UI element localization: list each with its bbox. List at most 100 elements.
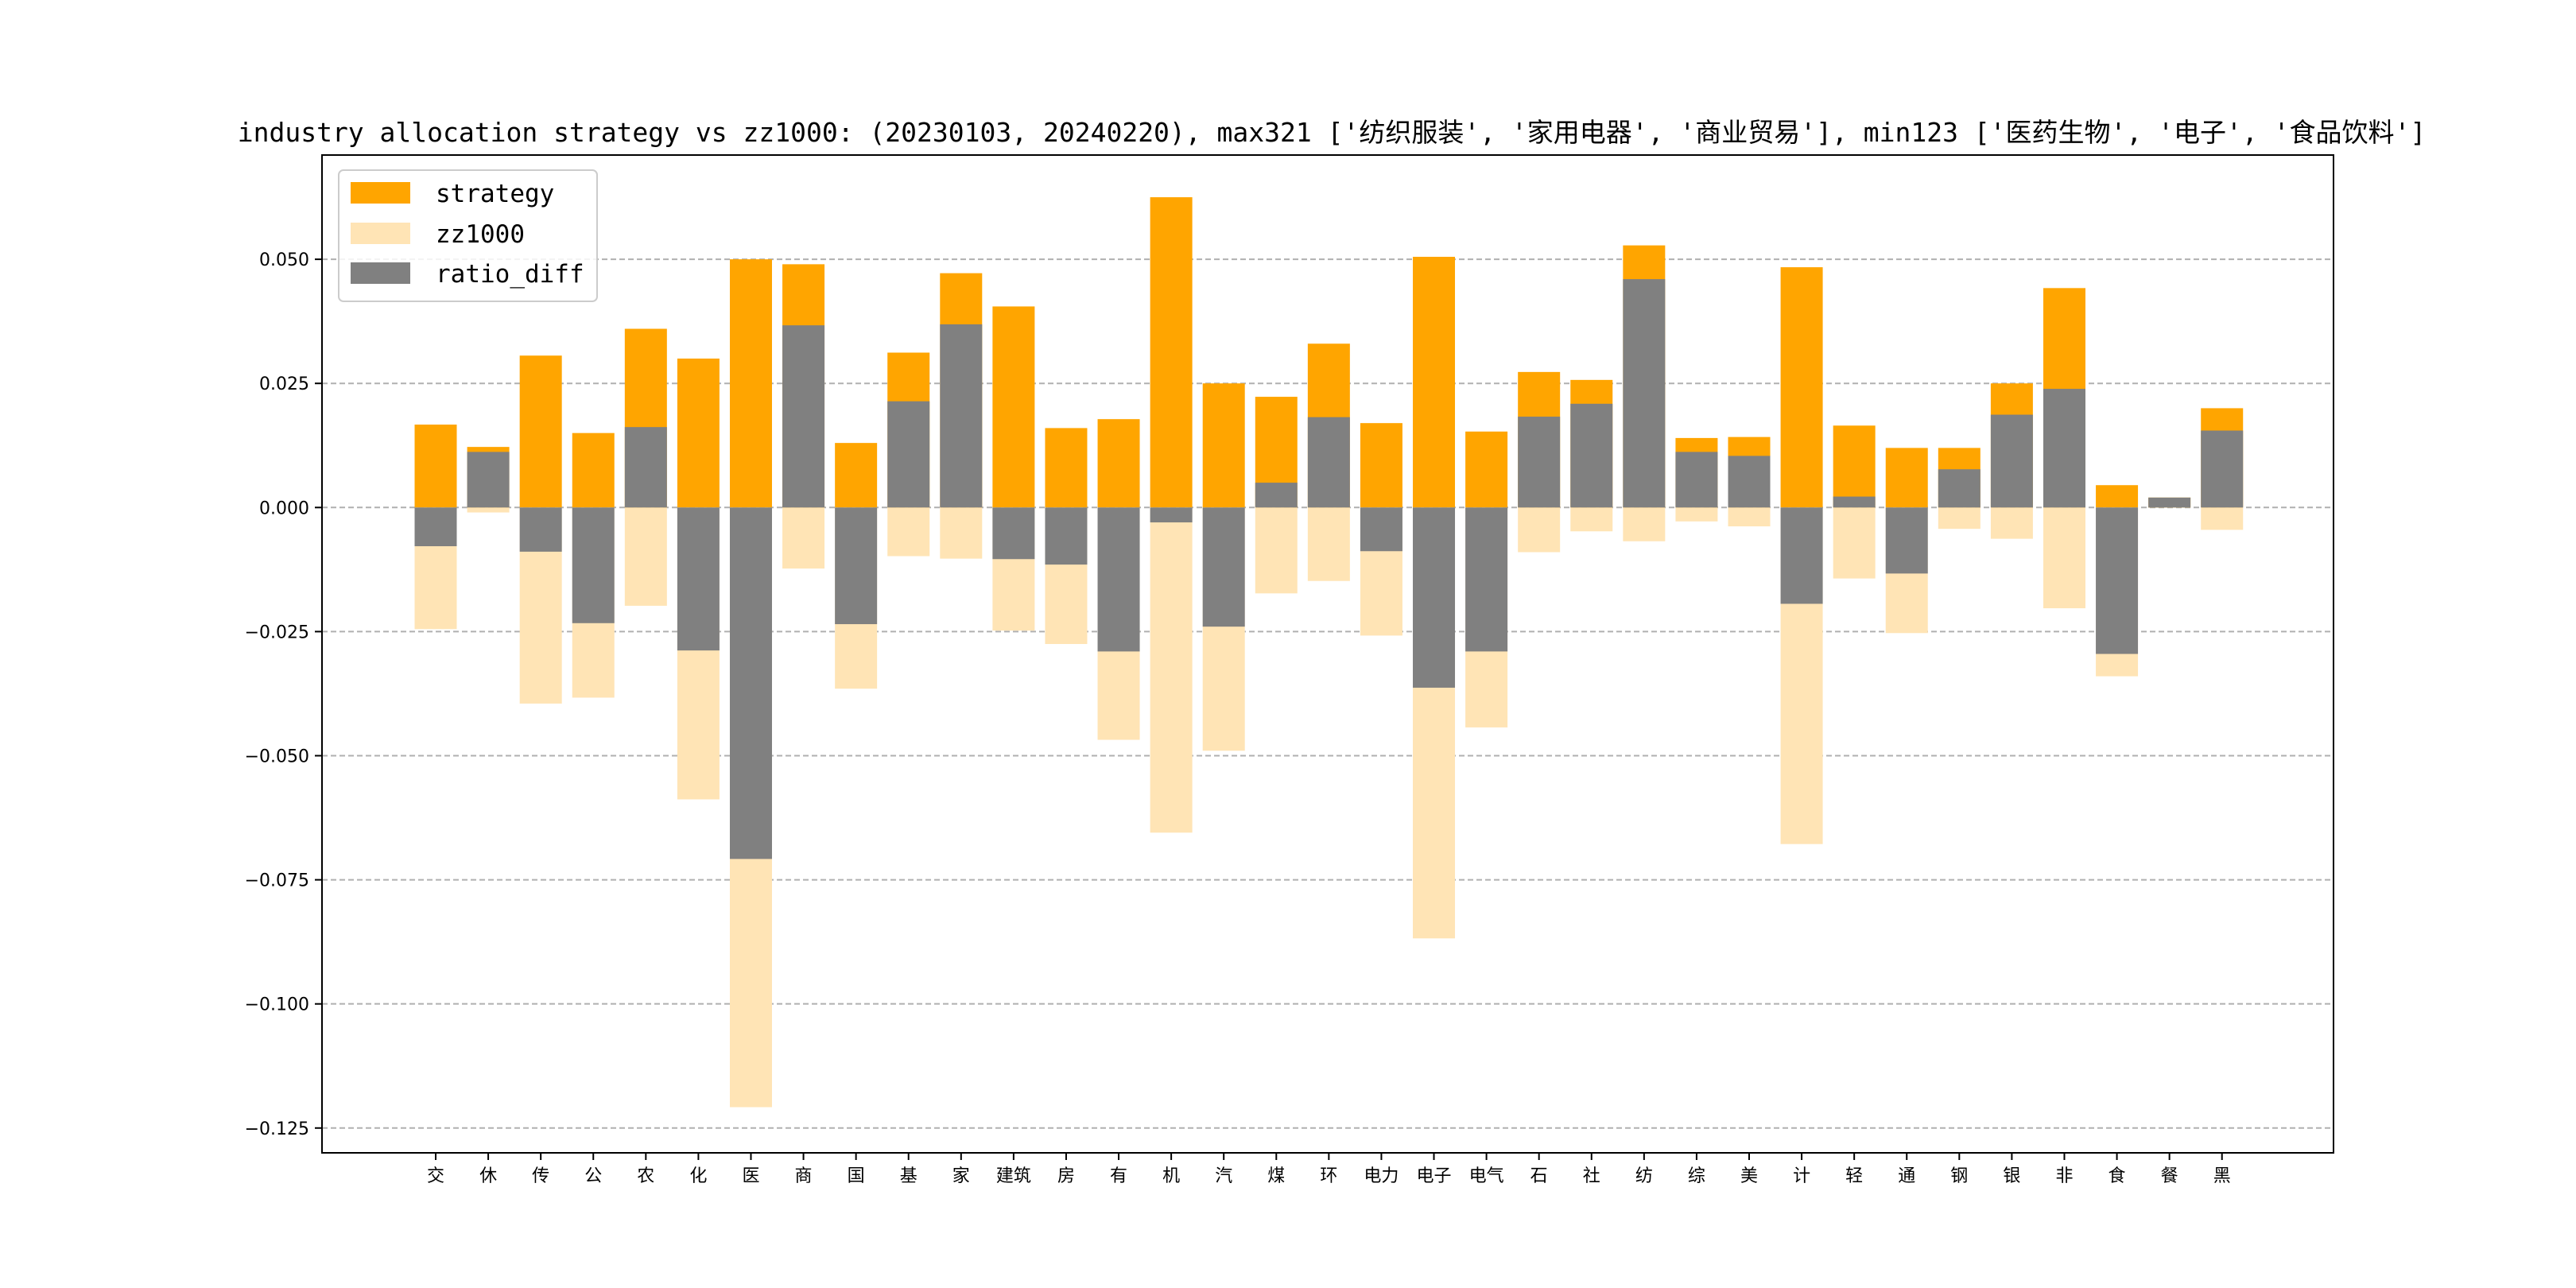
x-tick-label: 房 — [1057, 1166, 1075, 1186]
y-axis: −0.125 −0.100 −0.075 −0.050 −0.025 0.000 0.025… — [245, 250, 322, 1139]
bar-ratio-diff-25 — [1728, 456, 1771, 508]
x-axis: 交 休 传 公 农 化 医 商 国 基 家 建筑 房 有 机 汽 煤 环 电力 电子 电气 石 社 纺 综 美 计 轻 通 钢 银 非 食 餐 黑 — [427, 1153, 2231, 1186]
bar-ratio-diff-7 — [782, 325, 825, 508]
bar-ratio-diff-31 — [2043, 389, 2085, 508]
x-tick-label: 电气 — [1469, 1166, 1504, 1186]
bar-strategy-27 — [1833, 425, 1876, 508]
bar-strategy-28 — [1885, 448, 1928, 508]
legend-swatch-strategy — [351, 182, 410, 204]
bar-strategy-32 — [2096, 485, 2139, 508]
bar-strategy-12 — [1045, 428, 1088, 508]
bar-ratio-diff-26 — [1780, 507, 1823, 604]
bar-ratio-diff-13 — [1097, 507, 1140, 652]
x-tick-label: 综 — [1688, 1166, 1705, 1186]
bar-zz1000-1 — [467, 507, 510, 513]
x-tick-label: 石 — [1530, 1166, 1548, 1186]
bar-strategy-13 — [1097, 419, 1140, 508]
bar-ratio-diff-18 — [1360, 507, 1402, 552]
bar-strategy-19 — [1413, 256, 1456, 508]
bar-ratio-diff-2 — [519, 507, 562, 552]
x-tick-label: 公 — [584, 1166, 602, 1186]
x-tick-label: 煤 — [1267, 1166, 1285, 1186]
bar-strategy-6 — [729, 259, 772, 508]
x-tick-label: 电子 — [1417, 1166, 1452, 1186]
x-tick-label: 黑 — [2213, 1166, 2231, 1186]
y-tick-label: 0.000 — [259, 499, 309, 518]
legend-label-ratio-diff: ratio_diff — [436, 260, 584, 289]
legend-swatch-ratio-diff — [351, 262, 410, 284]
bar-zz1000-27 — [1833, 507, 1876, 579]
bar-ratio-diff-21 — [1518, 417, 1561, 508]
bar-ratio-diff-3 — [572, 507, 615, 623]
bar-strategy-3 — [572, 433, 615, 508]
y-tick-label: −0.050 — [245, 747, 309, 766]
bar-ratio-diff-16 — [1255, 483, 1298, 508]
x-tick-label: 钢 — [1950, 1166, 1968, 1186]
x-tick-label: 汽 — [1215, 1166, 1232, 1186]
bar-zz1000-30 — [1990, 507, 2033, 539]
bar-ratio-diff-19 — [1413, 507, 1456, 688]
bar-ratio-diff-28 — [1885, 507, 1928, 574]
bar-ratio-diff-5 — [677, 507, 720, 651]
x-tick-label: 国 — [848, 1166, 865, 1186]
x-tick-label: 商 — [795, 1166, 813, 1186]
bar-strategy-2 — [519, 355, 562, 508]
y-tick-label: 0.025 — [259, 374, 309, 394]
chart-title: industry allocation strategy vs zz1000: … — [238, 117, 2427, 148]
x-tick-label: 农 — [637, 1166, 654, 1186]
bar-zz1000-14 — [1150, 507, 1193, 833]
bar-strategy-14 — [1150, 197, 1193, 508]
bar-ratio-diff-9 — [887, 401, 930, 508]
bar-strategy-5 — [677, 358, 720, 508]
bar-zz1000-29 — [1938, 507, 1980, 530]
y-tick-label: 0.050 — [259, 250, 309, 270]
x-tick-label: 环 — [1320, 1166, 1337, 1186]
bar-ratio-diff-29 — [1938, 469, 1980, 508]
bar-ratio-diff-6 — [729, 507, 772, 859]
plot-frame — [321, 154, 2334, 1154]
bar-zz1000-16 — [1255, 507, 1298, 594]
x-tick-label: 机 — [1162, 1166, 1180, 1186]
bar-strategy-20 — [1465, 431, 1508, 508]
bar-zz1000-4 — [624, 507, 667, 606]
x-tick-label: 家 — [952, 1166, 970, 1186]
bar-zz1000-34 — [2201, 507, 2244, 530]
bar-ratio-diff-23 — [1623, 279, 1666, 508]
bar-zz1000-7 — [782, 507, 825, 569]
legend: strategy zz1000 ratio_diff — [338, 169, 598, 302]
x-tick-label: 建筑 — [996, 1166, 1031, 1186]
bar-strategy-11 — [992, 306, 1035, 508]
bar-strategy-0 — [414, 425, 457, 508]
x-tick-label: 有 — [1110, 1166, 1127, 1186]
x-tick-label: 电力 — [1364, 1166, 1399, 1186]
y-tick-label: −0.025 — [245, 623, 309, 642]
bar-ratio-diff-12 — [1045, 507, 1088, 565]
y-tick-label: −0.100 — [245, 995, 309, 1015]
bar-ratio-diff-14 — [1150, 507, 1193, 523]
x-tick-label: 社 — [1583, 1166, 1600, 1186]
x-tick-label: 食 — [2109, 1166, 2126, 1186]
bar-ratio-diff-4 — [624, 427, 667, 508]
bar-zz1000-24 — [1675, 507, 1718, 522]
bar-zz1000-10 — [940, 507, 983, 559]
bar-ratio-diff-34 — [2201, 430, 2244, 508]
bar-ratio-diff-17 — [1307, 417, 1350, 508]
x-tick-label: 纺 — [1635, 1166, 1653, 1186]
bar-strategy-15 — [1202, 383, 1245, 508]
bar-ratio-diff-1 — [467, 452, 510, 508]
bar-ratio-diff-30 — [1990, 414, 2033, 508]
x-tick-label: 传 — [532, 1166, 549, 1186]
bar-ratio-diff-0 — [414, 507, 457, 547]
y-tick-label: −0.075 — [245, 871, 309, 891]
x-tick-label: 美 — [1740, 1166, 1758, 1186]
bar-ratio-diff-10 — [940, 324, 983, 508]
bar-strategy-18 — [1360, 423, 1402, 508]
bar-zz1000-22 — [1570, 507, 1613, 532]
legend-label-zz1000: zz1000 — [436, 220, 525, 249]
bar-zz1000-25 — [1728, 507, 1771, 527]
x-tick-label: 医 — [742, 1166, 759, 1186]
x-tick-label: 化 — [689, 1166, 707, 1186]
bar-ratio-diff-24 — [1675, 452, 1718, 508]
x-tick-label: 基 — [900, 1166, 918, 1186]
